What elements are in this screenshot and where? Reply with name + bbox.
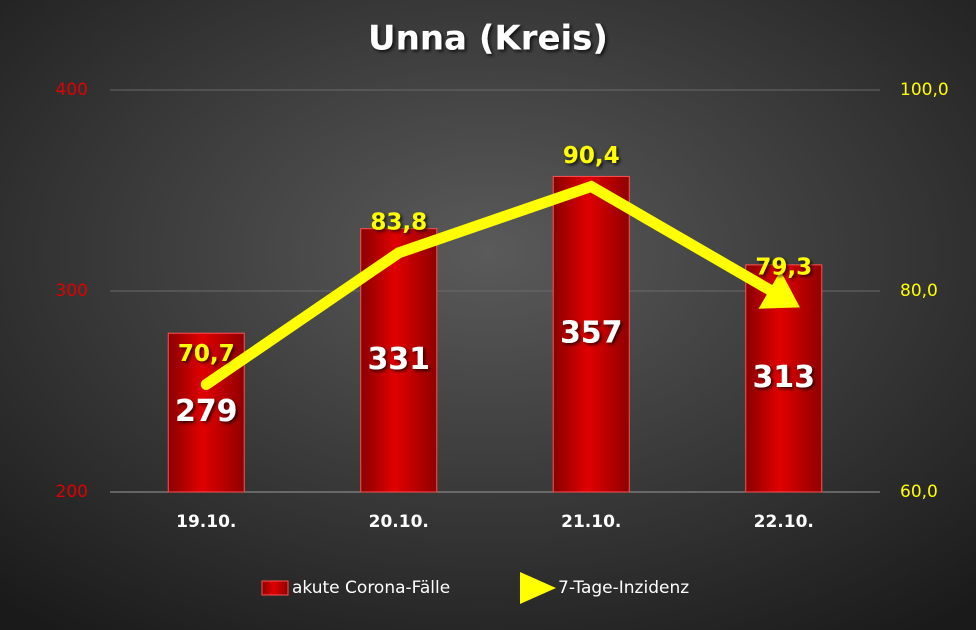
x-tick-label: 22.10. bbox=[754, 512, 814, 532]
x-tick-label: 20.10. bbox=[369, 512, 429, 532]
bar-value-label: 279 bbox=[175, 394, 238, 429]
y-tick-label: 400 bbox=[56, 80, 88, 100]
bar-value-label: 331 bbox=[367, 342, 430, 377]
bar bbox=[552, 175, 630, 493]
bar-value-label: 357 bbox=[560, 316, 623, 351]
bar bbox=[360, 228, 438, 493]
legend-label: akute Corona-Fälle bbox=[292, 578, 450, 598]
y-tick-label: 200 bbox=[56, 482, 88, 502]
x-tick-label: 21.10. bbox=[561, 512, 621, 532]
legend-swatch bbox=[261, 580, 289, 596]
chart-title: Unna (Kreis) bbox=[368, 19, 608, 59]
line-value-label: 70,7 bbox=[178, 341, 235, 367]
y2-tick-label: 100,0 bbox=[900, 80, 949, 100]
line-value-label: 79,3 bbox=[755, 255, 812, 281]
y-tick-label: 300 bbox=[56, 281, 88, 301]
line-value-label: 90,4 bbox=[563, 143, 620, 169]
x-tick-label: 19.10. bbox=[176, 512, 236, 532]
bar-value-label: 313 bbox=[752, 360, 815, 395]
y2-tick-label: 60,0 bbox=[900, 482, 938, 502]
line bbox=[200, 180, 800, 390]
bar bbox=[167, 332, 245, 493]
legend-label: 7-Tage-Inzidenz bbox=[558, 578, 689, 598]
y2-tick-label: 80,0 bbox=[900, 281, 938, 301]
line-value-label: 83,8 bbox=[370, 209, 427, 235]
legend-swatch bbox=[520, 572, 556, 604]
